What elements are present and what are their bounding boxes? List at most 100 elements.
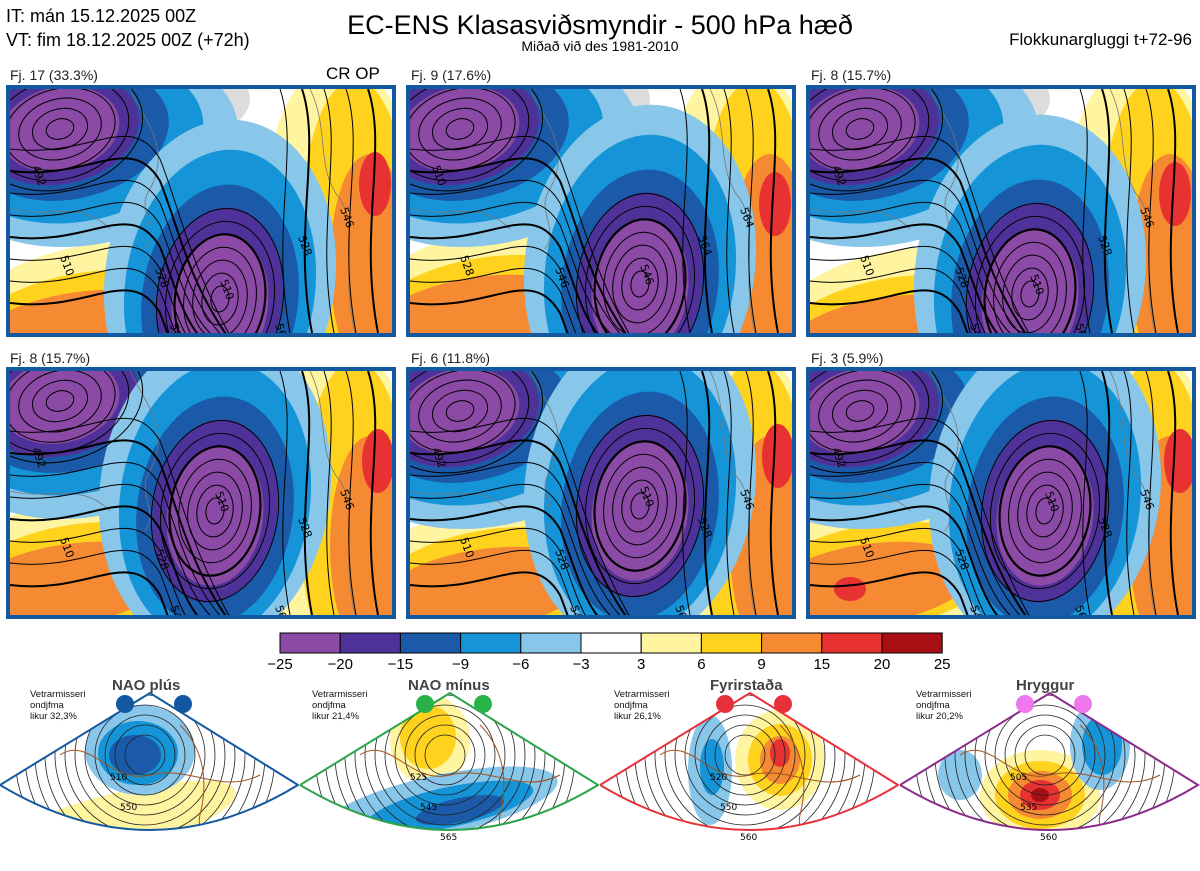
anomaly-area bbox=[109, 735, 161, 775]
regime-contour-label: 535 bbox=[1020, 803, 1037, 813]
regime-contour-label: 550 bbox=[720, 803, 737, 813]
anomaly-area bbox=[834, 577, 866, 601]
anomaly-area bbox=[400, 705, 456, 769]
regime-title: NAO plús bbox=[112, 677, 181, 694]
panel-1-label: Fj. 17 (33.3%) bbox=[10, 67, 98, 83]
strong-positive-anomaly bbox=[359, 152, 391, 216]
strong-positive-anomaly bbox=[362, 429, 392, 493]
anomaly-area bbox=[10, 371, 120, 444]
cluster-map-panel-6: 492510510528528546546564 bbox=[806, 367, 1196, 619]
anomaly-area bbox=[171, 234, 269, 333]
regime-title: Fyrirstaða bbox=[710, 677, 783, 694]
panel-1-badge: CR OP bbox=[326, 64, 380, 83]
scale-tick-label: 15 bbox=[813, 656, 831, 673]
height-contours bbox=[810, 89, 1179, 333]
contour-label: 564 bbox=[1072, 604, 1091, 615]
regime-nao-minus: 525 545 565 NAO mínus Vetrarmisseri ondjfma… bbox=[300, 645, 600, 871]
regime-dot-2 bbox=[1074, 695, 1092, 713]
cluster-map-panel-1: 492510510528528546546564 bbox=[6, 85, 396, 337]
regime-dot-1 bbox=[116, 695, 134, 713]
contour-label: 546 bbox=[167, 604, 186, 615]
contour-label: 564 bbox=[672, 604, 691, 615]
valid-time: VT: fim 18.12.2025 00Z (+72h) bbox=[6, 30, 250, 50]
cluster-map-panel-2: 510 528 546 546 564 564 bbox=[406, 85, 796, 337]
strong-positive-anomaly bbox=[762, 424, 792, 488]
height-contours bbox=[810, 371, 1179, 615]
scale-tick-label: −15 bbox=[387, 656, 414, 673]
height-contours bbox=[10, 371, 379, 615]
height-contours bbox=[10, 89, 379, 333]
panel-4-label: Fj. 8 (15.7%) bbox=[10, 350, 91, 366]
coastlines bbox=[10, 371, 356, 615]
regime-dot-2 bbox=[774, 695, 792, 713]
coastlines bbox=[410, 371, 756, 615]
scale-tick-label: 3 bbox=[637, 656, 646, 673]
regime-frame bbox=[300, 691, 600, 831]
page-subtitle: Miðað við des 1981-2010 bbox=[521, 38, 679, 54]
regime-title: NAO mínus bbox=[408, 677, 490, 694]
regime-contour-label: 505 bbox=[1010, 773, 1027, 783]
regime-note: Vetrarmisseri ondjfma likur 32,3% bbox=[30, 689, 86, 722]
scale-tick-label: −3 bbox=[572, 656, 590, 673]
regime-dot-1 bbox=[1016, 695, 1034, 713]
regime-contour-label: 560 bbox=[1040, 833, 1057, 843]
contour-label: 546 bbox=[567, 604, 586, 615]
cluster-map-panel-5: 492510510528528546546564 bbox=[406, 367, 796, 619]
regime-nao-plus: 510 550 NAO plús Vetrarmisseri ondjfma liku… bbox=[0, 645, 300, 871]
contour-label: 546 bbox=[967, 604, 986, 615]
regime-frame bbox=[900, 691, 1200, 831]
regime-frame bbox=[0, 691, 300, 831]
anomaly-area bbox=[981, 229, 1079, 333]
strong-positive-anomaly bbox=[759, 172, 791, 236]
regime-contour-label: 560 bbox=[740, 833, 757, 843]
coastline bbox=[959, 749, 1161, 783]
regime-contour-label: 565 bbox=[440, 833, 457, 843]
contour-label: 564 bbox=[272, 322, 291, 333]
regime-contour-label: 510 bbox=[110, 773, 127, 783]
scale-tick-label: 6 bbox=[697, 656, 706, 673]
scale-tick-label: −6 bbox=[512, 656, 530, 673]
coastlines bbox=[410, 89, 756, 333]
coastline bbox=[359, 749, 561, 783]
contour-label: 546 bbox=[967, 322, 986, 333]
panel-6-label: Fj. 3 (5.9%) bbox=[811, 350, 884, 366]
contour-label: 564 bbox=[272, 604, 291, 615]
panel-2-label: Fj. 9 (17.6%) bbox=[411, 67, 492, 83]
strong-positive-anomaly bbox=[1159, 162, 1191, 226]
anomaly-area bbox=[996, 446, 1094, 586]
regime-blocking: 520 550 560 Fyrirstaða Vetrarmisseri ondjfm… bbox=[600, 645, 900, 871]
contour-label: 546 bbox=[167, 322, 186, 333]
cluster-map-panel-3: 492510510528528546546564 bbox=[806, 85, 1196, 337]
regime-contour-label: 545 bbox=[420, 803, 437, 813]
cluster-map-panel-4: 492510510528528546546564 bbox=[6, 367, 396, 619]
regime-dot-1 bbox=[716, 695, 734, 713]
scale-tick-label: 25 bbox=[933, 656, 951, 673]
scale-swatch-10 bbox=[881, 632, 943, 654]
anomaly-area bbox=[591, 441, 689, 581]
scale-tick-label: 9 bbox=[757, 656, 766, 673]
scale-tick-label: −25 bbox=[267, 656, 293, 673]
anomaly-area bbox=[700, 739, 724, 795]
regime-dot-1 bbox=[416, 695, 434, 713]
regime-frame bbox=[600, 691, 900, 831]
strong-positive-anomaly bbox=[1164, 429, 1192, 493]
regime-contour-label: 550 bbox=[120, 803, 137, 813]
height-contours bbox=[410, 89, 779, 333]
coastlines bbox=[810, 371, 1156, 615]
contour-label: 564 bbox=[1072, 322, 1091, 333]
panel-5-label: Fj. 6 (11.8%) bbox=[411, 350, 491, 366]
height-contours bbox=[410, 371, 779, 615]
regime-contour-label: 520 bbox=[710, 773, 727, 783]
coastline bbox=[59, 749, 261, 783]
coastline bbox=[659, 749, 861, 783]
positive-anomaly bbox=[0, 780, 236, 830]
regime-dot-2 bbox=[174, 695, 192, 713]
cluster-window-label: Flokkunargluggi t+72-96 bbox=[1009, 30, 1192, 49]
regime-ridge: 505 535 560 Hryggur Vetrarmisseri ondjfma li… bbox=[900, 645, 1200, 871]
page-title: EC-ENS Klasasviðsmyndir - 500 hPa hæð bbox=[347, 10, 853, 40]
anomaly-area bbox=[1014, 849, 1046, 861]
initial-time: IT: mán 15.12.2025 00Z bbox=[6, 6, 197, 26]
panel-3-label: Fj. 8 (15.7%) bbox=[811, 67, 892, 83]
regime-contour-label: 525 bbox=[410, 773, 427, 783]
anomaly-area bbox=[810, 541, 975, 615]
